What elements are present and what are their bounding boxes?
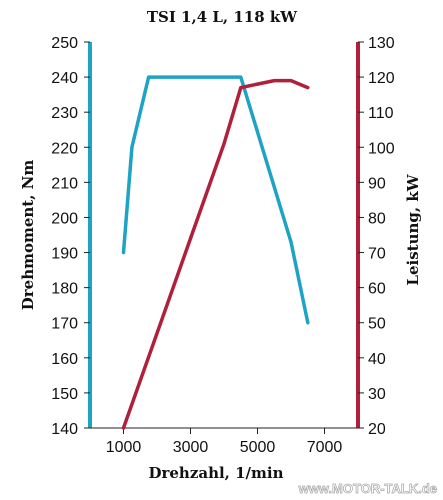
right-tick-label: 30 <box>368 386 386 403</box>
left-tick-label: 170 <box>51 316 78 333</box>
chart-title: TSI 1,4 L, 118 kW <box>147 8 298 26</box>
left-tick-label: 230 <box>51 105 78 122</box>
right-tick-label: 130 <box>368 35 395 52</box>
torque-series-line <box>121 75 310 325</box>
right-tick-label: 100 <box>368 140 395 157</box>
series-layer <box>121 75 310 430</box>
right-tick-label: 120 <box>368 70 395 87</box>
right-tick-label: 40 <box>368 351 386 368</box>
right-tick-label: 110 <box>368 105 394 122</box>
right-tick-label: 90 <box>368 175 386 192</box>
right-tick-label: 20 <box>368 421 386 438</box>
x-tick-label: 7000 <box>307 439 343 456</box>
x-tick-label: 1000 <box>106 439 142 456</box>
left-tick-label: 250 <box>51 35 78 52</box>
x-tick-label: 3000 <box>173 439 209 456</box>
left-tick-label: 180 <box>51 281 78 298</box>
left-tick-label: 160 <box>51 351 78 368</box>
right-tick-label: 50 <box>368 316 386 333</box>
x-axis: 1000 3000 5000 7000 <box>90 427 358 456</box>
left-y-axis: 140 150 160 170 180 190 200 210 220 230 240 250 <box>51 35 92 438</box>
power-series-line <box>121 78 310 430</box>
left-axis-label: Drehmoment, Nm <box>19 160 37 311</box>
left-tick-label: 240 <box>51 70 78 87</box>
right-axis-label: Leistung, kW <box>404 173 422 285</box>
right-tick-label: 70 <box>368 246 386 263</box>
right-tick-label: 60 <box>368 281 386 298</box>
left-tick-label: 200 <box>51 210 78 227</box>
left-tick-label: 190 <box>51 246 78 263</box>
right-y-axis: 20 30 40 50 60 70 80 90 100 110 120 130 <box>356 35 395 438</box>
right-tick-label: 80 <box>368 210 386 227</box>
x-axis-label: Drehzahl, 1/min <box>148 464 283 482</box>
watermark-text: www.MOTOR-TALK.de <box>298 481 437 496</box>
left-tick-label: 210 <box>51 175 78 192</box>
left-tick-label: 140 <box>51 421 78 438</box>
x-tick-label: 5000 <box>240 439 276 456</box>
left-tick-label: 220 <box>51 140 78 157</box>
left-tick-label: 150 <box>51 386 78 403</box>
